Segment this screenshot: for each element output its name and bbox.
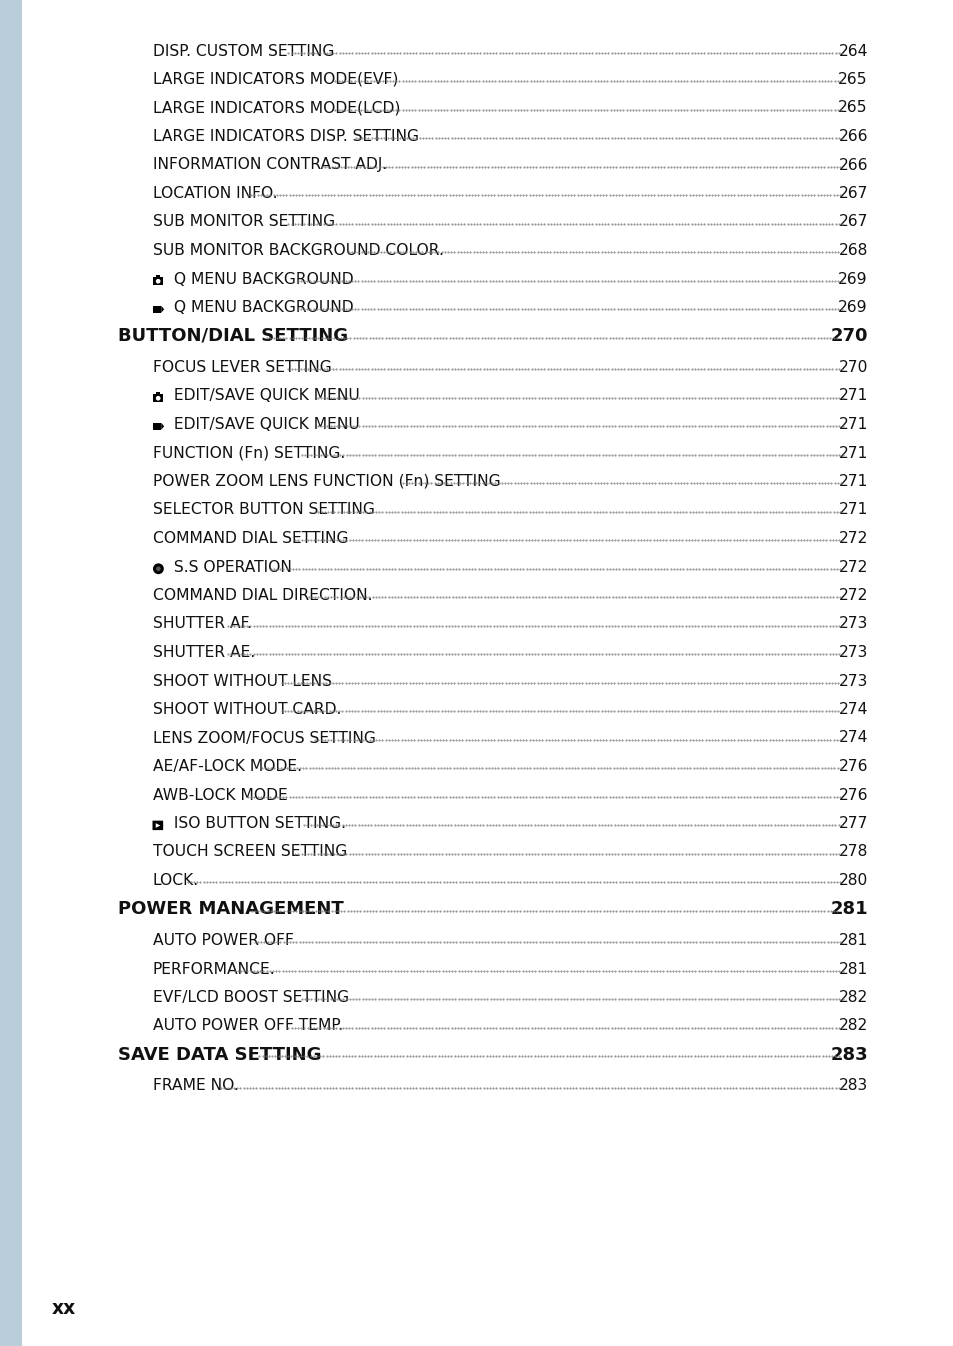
Text: 271: 271 (838, 502, 867, 517)
Text: LARGE INDICATORS DISP. SETTING: LARGE INDICATORS DISP. SETTING (152, 129, 418, 144)
Text: INFORMATION CONTRAST ADJ.: INFORMATION CONTRAST ADJ. (152, 157, 387, 172)
Text: SHOOT WITHOUT LENS: SHOOT WITHOUT LENS (152, 673, 336, 689)
Text: 271: 271 (838, 474, 867, 489)
Text: AWB-LOCK MODE: AWB-LOCK MODE (152, 787, 293, 802)
Text: Q MENU BACKGROUND: Q MENU BACKGROUND (169, 272, 358, 287)
Text: PERFORMANCE.: PERFORMANCE. (152, 961, 275, 976)
Text: BUTTON/DIAL SETTING: BUTTON/DIAL SETTING (118, 327, 348, 345)
Circle shape (156, 567, 161, 571)
Text: 278: 278 (838, 844, 867, 860)
Text: 274: 274 (838, 731, 867, 746)
Text: LARGE INDICATORS MODE(EVF): LARGE INDICATORS MODE(EVF) (152, 71, 403, 87)
Bar (152, 277, 163, 285)
Text: FRAME NO.: FRAME NO. (152, 1078, 243, 1093)
Text: SAVE DATA SETTING: SAVE DATA SETTING (118, 1046, 328, 1063)
Text: 269: 269 (838, 272, 867, 287)
Text: EDIT/SAVE QUICK MENU: EDIT/SAVE QUICK MENU (169, 389, 364, 404)
Text: POWER ZOOM LENS FUNCTION (Fn) SETTING: POWER ZOOM LENS FUNCTION (Fn) SETTING (152, 474, 500, 489)
Text: AE/AF-LOCK MODE.: AE/AF-LOCK MODE. (152, 759, 302, 774)
Text: SELECTOR BUTTON SETTING: SELECTOR BUTTON SETTING (152, 502, 379, 517)
Text: 266: 266 (838, 157, 867, 172)
Text: LARGE INDICATORS MODE(LCD): LARGE INDICATORS MODE(LCD) (152, 101, 405, 116)
Circle shape (155, 396, 160, 401)
Text: 277: 277 (838, 816, 867, 830)
Text: 266: 266 (838, 129, 867, 144)
Text: EDIT/SAVE QUICK MENU: EDIT/SAVE QUICK MENU (169, 417, 364, 432)
Text: 282: 282 (838, 991, 867, 1005)
Text: COMMAND DIAL SETTING: COMMAND DIAL SETTING (152, 532, 353, 546)
Text: SUB MONITOR SETTING: SUB MONITOR SETTING (152, 214, 339, 230)
Text: FUNCTION (Fn) SETTING.: FUNCTION (Fn) SETTING. (152, 446, 345, 460)
Text: LOCATION INFO.: LOCATION INFO. (152, 186, 277, 201)
Circle shape (155, 279, 160, 284)
FancyBboxPatch shape (152, 821, 163, 830)
Text: 271: 271 (838, 417, 867, 432)
Text: AUTO POWER OFF TEMP.: AUTO POWER OFF TEMP. (152, 1019, 343, 1034)
Text: 265: 265 (838, 71, 867, 87)
Text: 273: 273 (838, 616, 867, 631)
Text: 281: 281 (838, 961, 867, 976)
Bar (156, 275, 160, 277)
Text: 281: 281 (838, 933, 867, 948)
Text: 276: 276 (838, 787, 867, 802)
Text: 270: 270 (838, 359, 867, 376)
Text: 272: 272 (838, 532, 867, 546)
Polygon shape (161, 306, 164, 312)
Text: xx: xx (52, 1299, 76, 1318)
Text: 283: 283 (838, 1078, 867, 1093)
Text: 268: 268 (838, 244, 867, 258)
Text: 281: 281 (829, 900, 867, 918)
Text: 282: 282 (838, 1019, 867, 1034)
Text: 271: 271 (838, 446, 867, 460)
Text: S.S OPERATION: S.S OPERATION (169, 560, 296, 575)
Text: SHUTTER AF.: SHUTTER AF. (152, 616, 252, 631)
Text: Q MENU BACKGROUND: Q MENU BACKGROUND (169, 300, 358, 315)
Bar (152, 306, 161, 314)
Bar (152, 423, 161, 431)
Text: POWER MANAGEMENT: POWER MANAGEMENT (118, 900, 350, 918)
Text: LOCK.: LOCK. (152, 874, 199, 888)
Text: 270: 270 (830, 327, 867, 345)
Text: SUB MONITOR BACKGROUND COLOR.: SUB MONITOR BACKGROUND COLOR. (152, 244, 443, 258)
Text: SHUTTER AE.: SHUTTER AE. (152, 645, 255, 660)
Text: 267: 267 (838, 186, 867, 201)
Text: 280: 280 (838, 874, 867, 888)
Text: 274: 274 (838, 703, 867, 717)
Bar (0, 0, 22, 1346)
Text: ISO BUTTON SETTING.: ISO BUTTON SETTING. (169, 816, 346, 830)
Text: AUTO POWER OFF: AUTO POWER OFF (152, 933, 298, 948)
Text: 272: 272 (838, 560, 867, 575)
Text: FOCUS LEVER SETTING: FOCUS LEVER SETTING (152, 359, 336, 376)
Text: 264: 264 (838, 43, 867, 58)
Text: 283: 283 (829, 1046, 867, 1063)
Text: EVF/LCD BOOST SETTING: EVF/LCD BOOST SETTING (152, 991, 354, 1005)
Circle shape (152, 564, 164, 575)
Polygon shape (155, 824, 160, 828)
Text: 271: 271 (838, 389, 867, 404)
Text: 272: 272 (838, 588, 867, 603)
Text: COMMAND DIAL DIRECTION.: COMMAND DIAL DIRECTION. (152, 588, 372, 603)
Bar (156, 392, 160, 394)
Text: 267: 267 (838, 214, 867, 230)
Text: SHOOT WITHOUT CARD.: SHOOT WITHOUT CARD. (152, 703, 341, 717)
Text: 269: 269 (838, 300, 867, 315)
Bar (152, 394, 163, 402)
Text: 273: 273 (838, 645, 867, 660)
Text: DISP. CUSTOM SETTING: DISP. CUSTOM SETTING (152, 43, 334, 58)
Text: 276: 276 (838, 759, 867, 774)
Text: TOUCH SCREEN SETTING: TOUCH SCREEN SETTING (152, 844, 352, 860)
Text: 273: 273 (838, 673, 867, 689)
Text: LENS ZOOM/FOCUS SETTING: LENS ZOOM/FOCUS SETTING (152, 731, 380, 746)
Text: 265: 265 (838, 101, 867, 116)
Polygon shape (161, 423, 164, 429)
